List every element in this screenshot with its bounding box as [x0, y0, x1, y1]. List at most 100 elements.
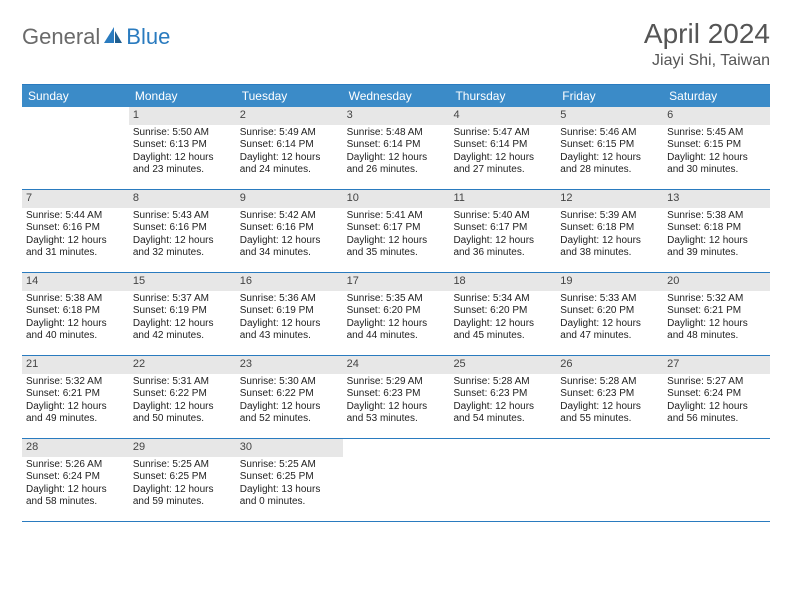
day-info-line: Sunset: 6:22 PM [133, 388, 232, 401]
day-info-line: and 43 minutes. [240, 330, 339, 343]
day-of-week-header: Sunday [22, 85, 129, 107]
day-info-line: Sunset: 6:19 PM [240, 305, 339, 318]
day-number: 25 [449, 356, 556, 374]
day-info-line: Daylight: 12 hours [667, 318, 766, 331]
day-info-line: Sunrise: 5:28 AM [453, 376, 552, 389]
calendar-day-cell [22, 107, 129, 189]
day-info-line: Daylight: 12 hours [240, 318, 339, 331]
calendar-day-cell: 7Sunrise: 5:44 AMSunset: 6:16 PMDaylight… [22, 190, 129, 272]
day-info-line: Daylight: 12 hours [667, 152, 766, 165]
day-info-line: Sunrise: 5:43 AM [133, 210, 232, 223]
calendar-day-cell: 6Sunrise: 5:45 AMSunset: 6:15 PMDaylight… [663, 107, 770, 189]
day-info-line: Sunrise: 5:41 AM [347, 210, 446, 223]
day-info-line: and 48 minutes. [667, 330, 766, 343]
day-info-line: Sunrise: 5:25 AM [240, 459, 339, 472]
day-info-line: and 54 minutes. [453, 413, 552, 426]
calendar-day-cell [556, 439, 663, 521]
day-info-line: Sunset: 6:20 PM [453, 305, 552, 318]
day-info-line: and 45 minutes. [453, 330, 552, 343]
day-info-line: Sunrise: 5:28 AM [560, 376, 659, 389]
day-info-line: and 34 minutes. [240, 247, 339, 260]
calendar-day-cell: 20Sunrise: 5:32 AMSunset: 6:21 PMDayligh… [663, 273, 770, 355]
calendar-day-cell: 23Sunrise: 5:30 AMSunset: 6:22 PMDayligh… [236, 356, 343, 438]
day-number: 11 [449, 190, 556, 208]
day-info-line: Sunset: 6:21 PM [26, 388, 125, 401]
day-of-week-header: Thursday [449, 85, 556, 107]
day-info-line: Sunset: 6:14 PM [240, 139, 339, 152]
day-info-line: Sunset: 6:17 PM [453, 222, 552, 235]
calendar-week-row: 21Sunrise: 5:32 AMSunset: 6:21 PMDayligh… [22, 356, 770, 439]
day-info-line: and 30 minutes. [667, 164, 766, 177]
day-info-line: Sunset: 6:23 PM [453, 388, 552, 401]
day-info-line: and 36 minutes. [453, 247, 552, 260]
day-info-line: and 39 minutes. [667, 247, 766, 260]
day-info-line: Daylight: 12 hours [560, 152, 659, 165]
calendar-day-cell: 8Sunrise: 5:43 AMSunset: 6:16 PMDaylight… [129, 190, 236, 272]
day-number: 22 [129, 356, 236, 374]
day-of-week-header: Saturday [663, 85, 770, 107]
day-info-line: Daylight: 12 hours [347, 152, 446, 165]
day-info-line: and 38 minutes. [560, 247, 659, 260]
day-info-line: Sunrise: 5:29 AM [347, 376, 446, 389]
calendar-week-row: 28Sunrise: 5:26 AMSunset: 6:24 PMDayligh… [22, 439, 770, 522]
calendar-week-row: 7Sunrise: 5:44 AMSunset: 6:16 PMDaylight… [22, 190, 770, 273]
calendar-day-cell [449, 439, 556, 521]
day-info-line: Daylight: 12 hours [453, 318, 552, 331]
day-info-line: Daylight: 12 hours [26, 318, 125, 331]
calendar-day-cell: 27Sunrise: 5:27 AMSunset: 6:24 PMDayligh… [663, 356, 770, 438]
day-of-week-header: Wednesday [343, 85, 450, 107]
day-info-line: Sunrise: 5:27 AM [667, 376, 766, 389]
day-info-line: and 27 minutes. [453, 164, 552, 177]
day-info-line: Daylight: 12 hours [347, 235, 446, 248]
day-info-line: Sunrise: 5:49 AM [240, 127, 339, 140]
day-info-line: Sunset: 6:16 PM [26, 222, 125, 235]
day-info-line: and 49 minutes. [26, 413, 125, 426]
day-number: 10 [343, 190, 450, 208]
day-info-line: Sunset: 6:24 PM [26, 471, 125, 484]
day-info-line: and 47 minutes. [560, 330, 659, 343]
day-info-line: Sunrise: 5:33 AM [560, 293, 659, 306]
day-info-line: Sunset: 6:18 PM [26, 305, 125, 318]
calendar-day-cell: 19Sunrise: 5:33 AMSunset: 6:20 PMDayligh… [556, 273, 663, 355]
day-number: 19 [556, 273, 663, 291]
day-info-line: and 55 minutes. [560, 413, 659, 426]
day-info-line: Daylight: 12 hours [240, 152, 339, 165]
day-number: 4 [449, 107, 556, 125]
day-info-line: Daylight: 12 hours [667, 235, 766, 248]
day-number: 17 [343, 273, 450, 291]
day-info-line: Sunrise: 5:31 AM [133, 376, 232, 389]
page-header: General Blue April 2024 Jiayi Shi, Taiwa… [22, 18, 770, 70]
location-label: Jiayi Shi, Taiwan [644, 52, 770, 70]
day-info-line: Daylight: 12 hours [560, 235, 659, 248]
day-of-week-header: Monday [129, 85, 236, 107]
calendar-day-cell: 16Sunrise: 5:36 AMSunset: 6:19 PMDayligh… [236, 273, 343, 355]
day-info-line: Daylight: 12 hours [133, 401, 232, 414]
day-info-line: Sunrise: 5:37 AM [133, 293, 232, 306]
day-info-line: Sunset: 6:25 PM [133, 471, 232, 484]
calendar-day-cell: 14Sunrise: 5:38 AMSunset: 6:18 PMDayligh… [22, 273, 129, 355]
day-info-line: Sunset: 6:14 PM [347, 139, 446, 152]
calendar-day-cell: 2Sunrise: 5:49 AMSunset: 6:14 PMDaylight… [236, 107, 343, 189]
day-number: 1 [129, 107, 236, 125]
day-info-line: Sunrise: 5:25 AM [133, 459, 232, 472]
day-info-line: Sunrise: 5:42 AM [240, 210, 339, 223]
day-number: 24 [343, 356, 450, 374]
day-info-line: Daylight: 12 hours [26, 484, 125, 497]
day-info-line: Sunset: 6:18 PM [667, 222, 766, 235]
day-info-line: Sunrise: 5:35 AM [347, 293, 446, 306]
day-info-line: and 50 minutes. [133, 413, 232, 426]
day-number: 8 [129, 190, 236, 208]
day-info-line: and 32 minutes. [133, 247, 232, 260]
day-info-line: Sunrise: 5:50 AM [133, 127, 232, 140]
day-number: 13 [663, 190, 770, 208]
day-info-line: Sunset: 6:18 PM [560, 222, 659, 235]
day-info-line: Daylight: 12 hours [453, 401, 552, 414]
day-info-line: Sunset: 6:15 PM [667, 139, 766, 152]
day-number: 29 [129, 439, 236, 457]
day-number: 12 [556, 190, 663, 208]
day-info-line: and 35 minutes. [347, 247, 446, 260]
day-info-line: Sunrise: 5:32 AM [26, 376, 125, 389]
day-number: 28 [22, 439, 129, 457]
day-info-line: and 56 minutes. [667, 413, 766, 426]
day-info-line: Sunrise: 5:44 AM [26, 210, 125, 223]
